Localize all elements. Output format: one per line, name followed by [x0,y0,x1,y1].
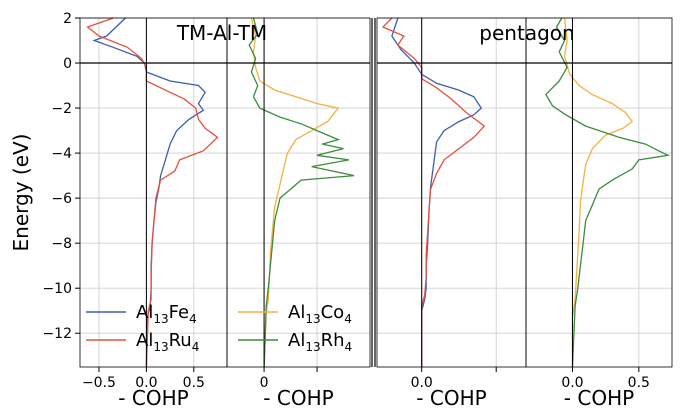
series-line-ru [381,17,486,367]
y-tick-label: −4 [51,146,72,162]
panel-frame [376,17,527,368]
legend-label-co: Al13Co4 [288,302,352,326]
x-tick-label: 0.5 [183,375,205,391]
panel-frame [525,17,673,368]
x-tick-label: 0.0 [411,375,433,391]
x-tick-label: 0.0 [135,375,157,391]
x-axis-label: - COHP [118,386,188,410]
series-line-fe [391,17,483,367]
x-axis-label: - COHP [416,386,486,410]
panel-frame [226,17,371,368]
x-axis-label: - COHP [564,386,634,410]
legend-label-rh: Al13Rh4 [288,330,352,354]
x-axis-label: - COHP [263,386,333,410]
y-tick-label: 2 [63,11,72,27]
x-tick-label: 0.0 [561,375,583,391]
y-tick-label: 0 [63,56,72,72]
series-line-rh [248,17,355,368]
y-tick-label: −10 [42,281,72,297]
x-tick-label: −0.5 [82,375,116,391]
series-line-rh [545,17,671,368]
y-tick-label: −2 [51,101,72,117]
series-line-ru [86,17,219,368]
y-axis-label: Energy (eV) [9,134,33,252]
legend-label-fe: Al13Fe4 [136,302,197,326]
group-title: pentagon [479,21,574,45]
y-tick-label: −6 [51,191,72,207]
x-tick-label: 0 [260,375,269,391]
x-tick-label: 0.5 [628,375,650,391]
y-tick-label: −12 [42,326,72,342]
group-title: TM-Al-TM [176,21,267,45]
legend-label-ru: Al13Ru4 [136,330,199,354]
y-tick-label: −8 [51,236,72,252]
